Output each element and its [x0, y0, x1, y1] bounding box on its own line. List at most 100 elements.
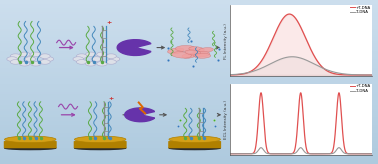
Bar	[0, 141, 378, 144]
Bar	[0, 144, 378, 146]
Bar	[0, 100, 378, 102]
Ellipse shape	[191, 51, 210, 57]
Bar	[0, 14, 378, 16]
Bar	[0, 154, 378, 156]
Bar	[0, 127, 378, 129]
Ellipse shape	[74, 136, 126, 143]
Bar	[0, 4, 378, 6]
Bar	[0, 33, 378, 35]
Circle shape	[10, 54, 21, 58]
Bar	[0, 92, 378, 94]
Bar	[0, 148, 378, 150]
Bar	[0, 16, 378, 19]
Bar	[0, 62, 378, 63]
Bar	[0, 152, 378, 154]
Bar	[0, 27, 378, 29]
Circle shape	[43, 57, 54, 61]
Bar	[0, 94, 378, 96]
Bar	[0, 29, 378, 31]
Bar	[0, 55, 378, 57]
Bar	[0, 74, 378, 76]
Bar	[0, 43, 378, 45]
Ellipse shape	[169, 146, 220, 150]
Bar	[0, 31, 378, 33]
Y-axis label: ECL Intensity (a.u.): ECL Intensity (a.u.)	[224, 100, 228, 139]
Bar	[0, 76, 378, 78]
Circle shape	[97, 52, 107, 57]
Bar	[0, 63, 378, 66]
Bar	[0, 22, 378, 25]
Bar	[0, 19, 378, 20]
Ellipse shape	[5, 136, 56, 143]
Circle shape	[106, 60, 116, 64]
Ellipse shape	[182, 53, 196, 58]
Bar	[0, 6, 378, 8]
Bar	[0, 119, 378, 121]
Circle shape	[10, 60, 21, 64]
Bar	[0, 107, 378, 109]
Bar	[0, 121, 378, 123]
Text: +: +	[107, 20, 112, 25]
Bar	[0, 131, 378, 133]
Bar	[0, 123, 378, 125]
Bar	[0, 35, 378, 37]
Ellipse shape	[169, 136, 220, 143]
Bar	[0, 133, 378, 135]
Bar	[0, 51, 378, 53]
Ellipse shape	[198, 48, 214, 52]
Bar	[0, 111, 378, 113]
Bar	[0, 109, 378, 111]
Bar	[0, 72, 378, 74]
FancyBboxPatch shape	[4, 141, 57, 148]
Wedge shape	[125, 108, 155, 122]
Circle shape	[85, 62, 96, 66]
Bar	[0, 129, 378, 131]
Bar	[0, 47, 378, 49]
Bar	[0, 139, 378, 141]
Bar	[0, 156, 378, 158]
Bar	[0, 25, 378, 27]
Circle shape	[76, 54, 87, 58]
Bar	[0, 0, 378, 2]
Bar	[0, 96, 378, 98]
Bar	[0, 162, 378, 164]
Circle shape	[73, 57, 84, 61]
Bar	[0, 68, 378, 70]
Circle shape	[25, 57, 36, 61]
Y-axis label: FL Intensity (a.u.): FL Intensity (a.u.)	[224, 23, 228, 59]
Bar	[0, 86, 378, 88]
Ellipse shape	[189, 47, 204, 52]
Bar	[0, 70, 378, 72]
Circle shape	[19, 62, 30, 66]
Bar	[0, 82, 378, 84]
Bar	[0, 90, 378, 92]
Bar	[0, 20, 378, 22]
Bar	[0, 45, 378, 47]
Bar	[0, 37, 378, 39]
Text: +: +	[108, 96, 114, 101]
Legend: +T-DNA, -T-DNA: +T-DNA, -T-DNA	[349, 5, 371, 15]
Bar	[0, 2, 378, 4]
Bar	[0, 105, 378, 107]
Bar	[0, 41, 378, 43]
Bar	[0, 57, 378, 60]
Wedge shape	[117, 40, 151, 55]
FancyBboxPatch shape	[74, 141, 127, 148]
Bar	[0, 137, 378, 139]
Bar	[0, 117, 378, 119]
Bar	[0, 160, 378, 162]
Bar	[0, 113, 378, 115]
Ellipse shape	[175, 45, 195, 51]
Bar	[0, 125, 378, 127]
Ellipse shape	[194, 53, 211, 58]
Bar	[0, 80, 378, 82]
Ellipse shape	[74, 146, 126, 150]
Bar	[0, 49, 378, 51]
Bar	[0, 98, 378, 100]
Bar	[0, 115, 378, 117]
Bar	[0, 135, 378, 137]
Circle shape	[40, 60, 50, 64]
Bar	[0, 8, 378, 10]
Circle shape	[31, 52, 41, 57]
Bar	[0, 78, 378, 80]
